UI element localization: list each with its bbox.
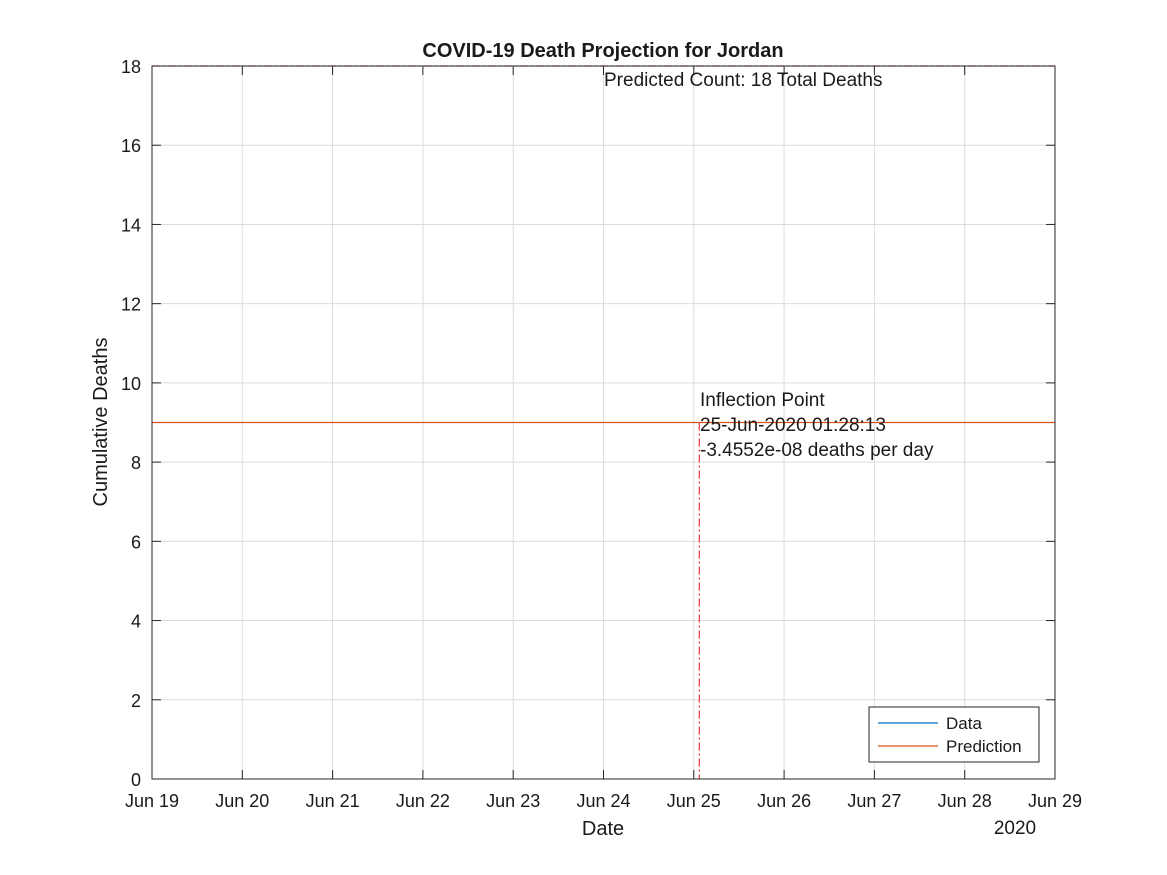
x-tick-label: Jun 29 [1028, 791, 1082, 811]
y-tick-label: 14 [121, 215, 141, 235]
x-tick-label: Jun 28 [938, 791, 992, 811]
legend-label-data: Data [946, 714, 982, 733]
legend-box [868, 706, 1040, 763]
y-tick-label: 6 [131, 532, 141, 552]
y-tick-label: 8 [131, 453, 141, 473]
y-tick-label: 4 [131, 612, 141, 632]
legend: Data Prediction [868, 706, 1040, 763]
y-tick-label: 18 [121, 57, 141, 77]
y-tick-label: 0 [131, 770, 141, 790]
x-tick-label: Jun 22 [396, 791, 450, 811]
x-axis-label: Date [582, 818, 624, 840]
y-axis-label: Cumulative Deaths [90, 338, 112, 507]
inflection-date-annotation: 25-Jun-2020 01:28:13 [700, 415, 886, 436]
x-tick-label: Jun 24 [576, 791, 630, 811]
x-tick-label: Jun 27 [847, 791, 901, 811]
x-tick-label: Jun 20 [215, 791, 269, 811]
y-tick-label: 12 [121, 295, 141, 315]
inflection-title-annotation: Inflection Point [700, 390, 825, 411]
x-axis-year-label: 2020 [994, 818, 1036, 839]
chart-title: COVID-19 Death Projection for Jordan [422, 40, 783, 62]
y-tick-label: 2 [131, 691, 141, 711]
x-tick-label: Jun 19 [125, 791, 179, 811]
predicted-count-annotation: Predicted Count: 18 Total Deaths [604, 70, 883, 91]
inflection-rate-annotation: -3.4552e-08 deaths per day [700, 440, 934, 461]
x-tick-label: Jun 21 [306, 791, 360, 811]
x-tick-label: Jun 25 [667, 791, 721, 811]
x-axis-ticks: Jun 19 Jun 20 Jun 21 Jun 22 Jun 23 Jun 24 Jun … [125, 66, 1082, 811]
y-axis-ticks: 0 2 4 6 8 10 12 14 16 18 [121, 57, 1055, 790]
x-tick-label: Jun 23 [486, 791, 540, 811]
y-tick-label: 10 [121, 374, 141, 394]
legend-label-prediction: Prediction [946, 737, 1022, 756]
x-tick-label: Jun 26 [757, 791, 811, 811]
y-tick-label: 16 [121, 136, 141, 156]
